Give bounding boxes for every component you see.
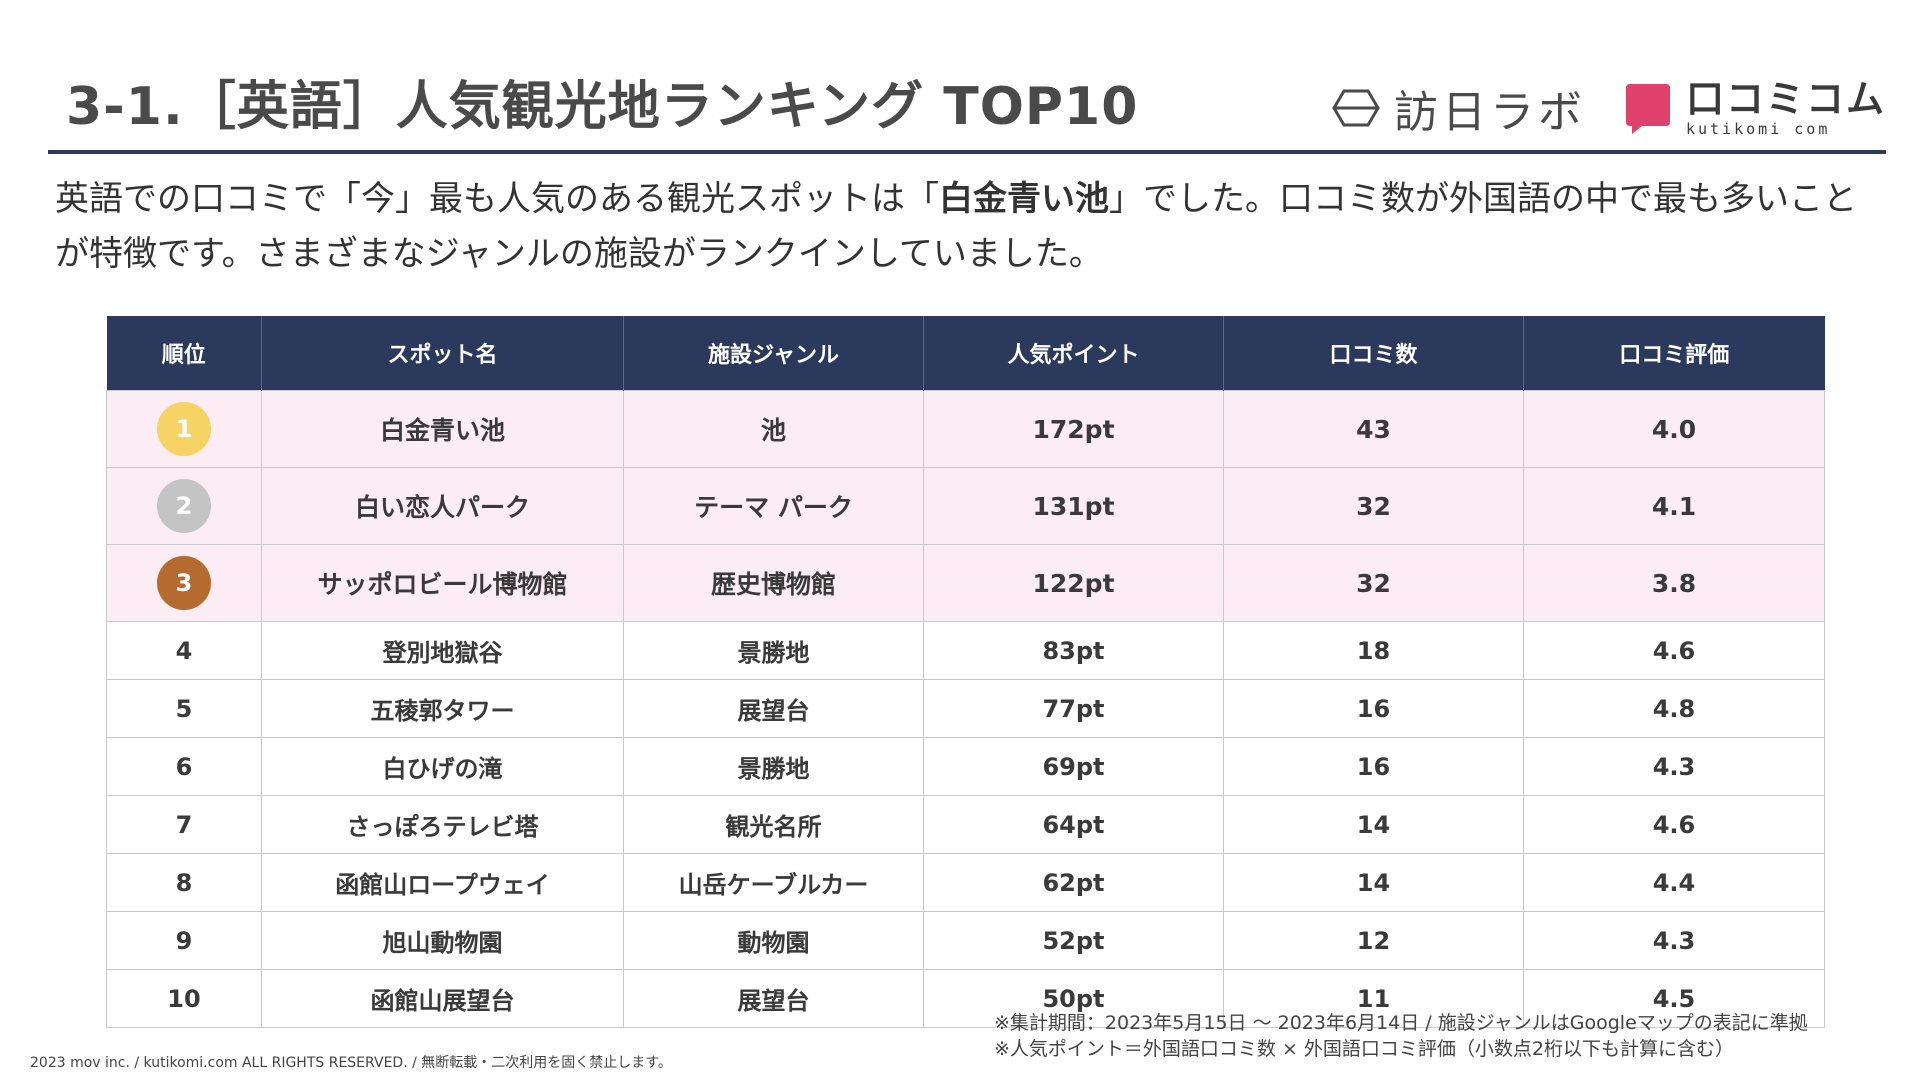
footnote-points: ※人気ポイント＝外国語口コミ数 × 外国語口コミ評価（小数点2桁以下も計算に含む… <box>994 1038 1735 1060</box>
rank-cell: 5 <box>106 679 262 738</box>
header-reviews: 口コミ数 <box>1223 316 1524 391</box>
spot-cell: 函館山ロープウェイ <box>261 853 624 912</box>
header-spot: スポット名 <box>261 316 624 391</box>
intro-text: 英語での口コミで「今」最も人気のある観光スポットは「白金青い池」でした。口コミ数… <box>55 172 1885 282</box>
points-cell: 77pt <box>923 679 1224 738</box>
table-row: 4 登別地獄谷 景勝地 83pt 18 4.6 <box>106 621 1825 680</box>
page-title: 3-1.［英語］人気観光地ランキング TOP10 <box>66 77 1139 137</box>
footnotes: ※集計期間：2023年5月15日 〜 2023年6月14日 / 施設ジャンルはG… <box>994 1010 1808 1062</box>
table-row: 8 函館山ロープウェイ 山岳ケーブルカー 62pt 14 4.4 <box>106 853 1825 912</box>
header-points: 人気ポイント <box>923 316 1224 391</box>
genre-cell: 山岳ケーブルカー <box>623 853 924 912</box>
genre-cell: テーマ パーク <box>623 467 924 545</box>
rank-cell: 2 <box>106 467 262 545</box>
spot-cell: 白金青い池 <box>261 390 624 468</box>
header-rating: 口コミ評価 <box>1523 316 1825 391</box>
reviews-cell: 12 <box>1223 911 1524 970</box>
rank-medal: 3 <box>157 556 211 610</box>
header-rank: 順位 <box>106 316 262 391</box>
reviews-cell: 32 <box>1223 467 1524 545</box>
genre-cell: 展望台 <box>623 679 924 738</box>
reviews-cell: 14 <box>1223 795 1524 854</box>
hexagon-logo-icon <box>1332 89 1380 127</box>
points-cell: 172pt <box>923 390 1224 468</box>
points-cell: 69pt <box>923 737 1224 796</box>
intro-highlight: 白金青い池 <box>939 179 1109 219</box>
spot-cell: さっぽろテレビ塔 <box>261 795 624 854</box>
rating-cell: 4.1 <box>1523 467 1825 545</box>
rating-cell: 4.4 <box>1523 853 1825 912</box>
genre-cell: 歴史博物館 <box>623 544 924 622</box>
table-row: 9 旭山動物園 動物園 52pt 12 4.3 <box>106 911 1825 970</box>
genre-cell: 展望台 <box>623 969 924 1028</box>
table-row: 2 白い恋人パーク テーマ パーク 131pt 32 4.1 <box>106 467 1825 545</box>
rating-cell: 4.8 <box>1523 679 1825 738</box>
points-cell: 64pt <box>923 795 1224 854</box>
rank-cell: 9 <box>106 911 262 970</box>
kutikomi-subtext: kutikomi com <box>1685 119 1831 138</box>
genre-cell: 景勝地 <box>623 737 924 796</box>
spot-cell: 函館山展望台 <box>261 969 624 1028</box>
header-genre: 施設ジャンル <box>623 316 924 391</box>
copyright: 2023 mov inc. / kutikomi.com ALL RIGHTS … <box>30 1055 672 1071</box>
spot-cell: サッポロビール博物館 <box>261 544 624 622</box>
spot-cell: 白い恋人パーク <box>261 467 624 545</box>
spot-cell: 旭山動物園 <box>261 911 624 970</box>
rating-cell: 4.6 <box>1523 621 1825 680</box>
reviews-cell: 43 <box>1223 390 1524 468</box>
table-row: 6 白ひげの滝 景勝地 69pt 16 4.3 <box>106 737 1825 796</box>
rank-medal: 1 <box>157 402 211 456</box>
rank-cell: 7 <box>106 795 262 854</box>
reviews-cell: 18 <box>1223 621 1524 680</box>
rating-cell: 4.3 <box>1523 737 1825 796</box>
rank-cell: 8 <box>106 853 262 912</box>
kutikomi-logo: 口コミコム kutikomi com <box>1624 80 1886 137</box>
reviews-cell: 16 <box>1223 737 1524 796</box>
genre-cell: 景勝地 <box>623 621 924 680</box>
table-header-row: 順位 スポット名 施設ジャンル 人気ポイント 口コミ数 口コミ評価 <box>106 316 1825 391</box>
rank-cell: 3 <box>106 544 262 622</box>
table-row: 7 さっぽろテレビ塔 観光名所 64pt 14 4.6 <box>106 795 1825 854</box>
rating-cell: 4.5 <box>1523 969 1825 1028</box>
header-divider <box>48 150 1886 154</box>
rating-cell: 4.0 <box>1523 390 1825 468</box>
spot-cell: 白ひげの滝 <box>261 737 624 796</box>
ranking-table: 順位 スポット名 施設ジャンル 人気ポイント 口コミ数 口コミ評価 1 白金青い池… <box>106 316 1825 1028</box>
points-cell: 62pt <box>923 853 1224 912</box>
intro-part2: 」でした。口コミ数が外国語の中で最も多いことが特徴です。さまざまなジャンルの施設… <box>55 179 1857 274</box>
points-cell: 52pt <box>923 911 1224 970</box>
rank-cell: 6 <box>106 737 262 796</box>
table-row: 10 函館山展望台 展望台 50pt 11 4.5 <box>106 969 1825 1028</box>
footnote-period: ※集計期間：2023年5月15日 〜 2023年6月14日 / 施設ジャンルはG… <box>994 1012 1808 1034</box>
rating-cell: 4.6 <box>1523 795 1825 854</box>
logo-area: 訪日ラボ 口コミコム kutikomi com <box>1332 78 1886 138</box>
kutikomi-wordmark: 口コミコム <box>1685 76 1886 121</box>
reviews-cell: 16 <box>1223 679 1524 738</box>
rank-medal: 2 <box>157 479 211 533</box>
rating-cell: 4.3 <box>1523 911 1825 970</box>
rank-cell: 10 <box>106 969 262 1028</box>
genre-cell: 池 <box>623 390 924 468</box>
points-cell: 122pt <box>923 544 1224 622</box>
points-cell: 83pt <box>923 621 1224 680</box>
hoji-labo-wordmark: 訪日ラボ <box>1393 87 1586 138</box>
hoji-labo-logo: 訪日ラボ <box>1332 76 1586 140</box>
spot-cell: 五稜郭タワー <box>261 679 624 738</box>
rank-cell: 1 <box>106 390 262 468</box>
rating-cell: 3.8 <box>1523 544 1825 622</box>
table-row: 3 サッポロビール博物館 歴史博物館 122pt 32 3.8 <box>106 544 1825 622</box>
points-cell: 131pt <box>923 467 1224 545</box>
rank-cell: 4 <box>106 621 262 680</box>
spot-cell: 登別地獄谷 <box>261 621 624 680</box>
reviews-cell: 14 <box>1223 853 1524 912</box>
reviews-cell: 32 <box>1223 544 1524 622</box>
genre-cell: 観光名所 <box>623 795 924 854</box>
speech-bubble-logo-icon <box>1625 84 1670 134</box>
table-row: 5 五稜郭タワー 展望台 77pt 16 4.8 <box>106 679 1825 738</box>
genre-cell: 動物園 <box>623 911 924 970</box>
intro-part1: 英語での口コミで「今」最も人気のある観光スポットは「 <box>55 179 939 219</box>
table-row: 1 白金青い池池 172pt 43 4.0 <box>106 390 1825 468</box>
